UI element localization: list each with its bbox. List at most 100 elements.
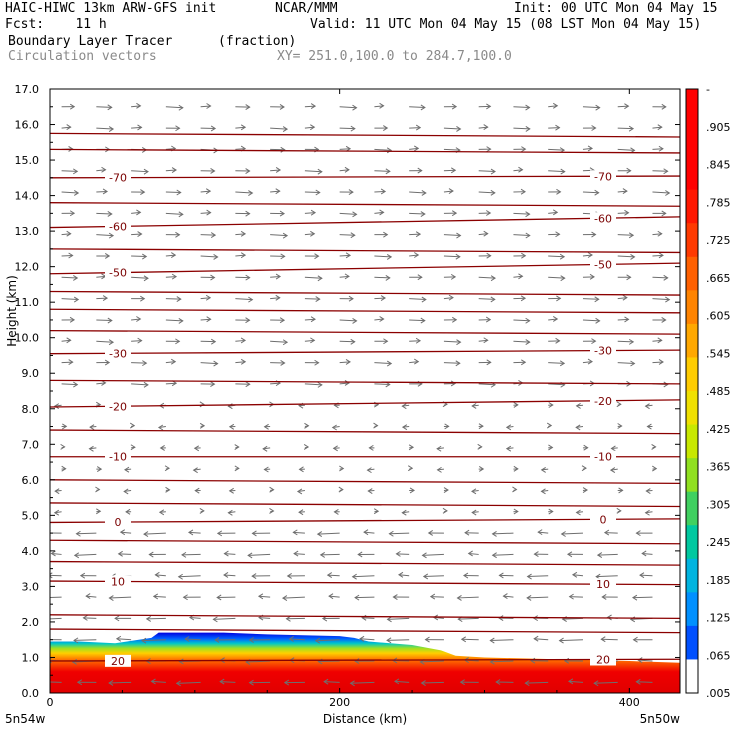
wind-vector [617, 190, 627, 193]
wind-vector-head [383, 338, 389, 345]
y-tick-label: 13.0 [15, 225, 40, 238]
wind-vector [96, 127, 114, 130]
wind-vector-head [486, 359, 492, 366]
wind-vector-head [478, 423, 484, 430]
wind-vector [200, 212, 211, 214]
wind-vector-head [119, 529, 126, 536]
wind-vector-head [386, 147, 393, 154]
wind-vector-head [339, 465, 345, 472]
wind-vector-head [345, 252, 352, 259]
wind-vector-head [591, 338, 597, 345]
wind-vector-head [275, 167, 282, 173]
wind-vector-head [96, 466, 103, 473]
wind-vector [548, 362, 565, 364]
wind-vector-head [631, 594, 638, 601]
wind-vector-head [483, 337, 489, 344]
wind-vector [443, 362, 460, 364]
wind-vector-head [354, 594, 360, 601]
wind-vector [652, 170, 668, 172]
wind-vector [223, 574, 236, 577]
y-tick-label: 17.0 [15, 83, 40, 96]
wind-vector-head [552, 316, 559, 322]
wind-vector-head [154, 571, 160, 578]
contour-label: 20 [111, 655, 125, 668]
colorbar-segment [686, 491, 698, 526]
contour-label: 10 [596, 578, 610, 591]
wind-vector-head [240, 252, 247, 259]
wind-vector-head [646, 423, 652, 430]
wind-vector [617, 212, 629, 214]
wind-vector-head [521, 146, 527, 153]
wind-vector-head [210, 338, 217, 345]
wind-vector-head [594, 296, 600, 303]
temperature-contour [50, 560, 680, 566]
colorbar-segment [686, 323, 698, 358]
plot-frame [49, 88, 681, 694]
wind-vector-head [350, 338, 356, 345]
wind-vector [617, 255, 635, 258]
wind-vector-head [53, 403, 60, 410]
wind-vector-head [50, 550, 56, 557]
wind-vector [224, 553, 236, 555]
temperature-contour [50, 502, 680, 508]
wind-vector-head [275, 273, 282, 280]
wind-vector-head [73, 637, 79, 644]
wind-vector [304, 233, 315, 236]
wind-vector-head [171, 167, 177, 173]
org-label: NCAR/MMM [275, 1, 338, 16]
wind-vector [409, 361, 419, 364]
colorbar-segment [686, 458, 698, 493]
wind-vector-head [107, 211, 113, 217]
wind-vector [478, 383, 496, 386]
wind-vector-head [72, 168, 79, 175]
contour-label: -50 [594, 258, 612, 271]
wind-vector [387, 639, 410, 641]
colorbar-label: .125 [706, 612, 731, 625]
wind-vector-head [444, 423, 450, 430]
wind-vector-head [240, 337, 247, 344]
wind-vector-head [73, 275, 79, 281]
wind-vector [289, 638, 305, 641]
wind-vector [478, 170, 496, 173]
wind-vector-head [293, 550, 299, 557]
x-axis-title: Distance (km) [323, 712, 407, 726]
wind-vector [141, 639, 166, 642]
wind-vector-head [124, 466, 130, 473]
contour-label-bg [105, 171, 131, 184]
wind-vector-head [107, 104, 113, 111]
wind-vector-head [486, 252, 492, 259]
y-axis-title: Height (km) [5, 275, 19, 346]
wind-vector [582, 319, 600, 322]
wind-vector [155, 574, 166, 577]
wind-vector [200, 318, 211, 321]
wind-vector-head [540, 467, 546, 473]
wind-vector-head [279, 104, 285, 110]
x-end-location: 5n50w [640, 712, 681, 726]
temperature-contour [50, 148, 680, 154]
contour-label: -10 [109, 451, 127, 464]
wind-vector [96, 297, 108, 300]
wind-vector-head [463, 572, 469, 579]
temperature-contour [50, 248, 680, 254]
wind-vector-head [210, 168, 216, 174]
colorbar-segment [686, 290, 698, 325]
wind-vector-head [483, 230, 489, 237]
wind-vector-head [618, 487, 624, 494]
wind-vector [374, 297, 386, 300]
wind-vector [490, 660, 514, 663]
wind-vector-head [455, 360, 461, 367]
wind-vector [315, 639, 340, 642]
wind-vector-head [525, 211, 531, 218]
wind-vector [478, 298, 495, 300]
wind-vector-head [282, 339, 289, 346]
wind-vector-head [552, 209, 559, 216]
wind-vector [490, 639, 514, 642]
wind-vector-head [141, 637, 147, 644]
wind-vector [176, 681, 201, 684]
wind-vector-head [82, 614, 88, 621]
colorbar-label: .425 [706, 423, 731, 436]
wind-vector [601, 638, 618, 641]
wind-vector [513, 234, 530, 236]
wind-vector-head [50, 572, 53, 579]
wind-vector [642, 552, 653, 555]
